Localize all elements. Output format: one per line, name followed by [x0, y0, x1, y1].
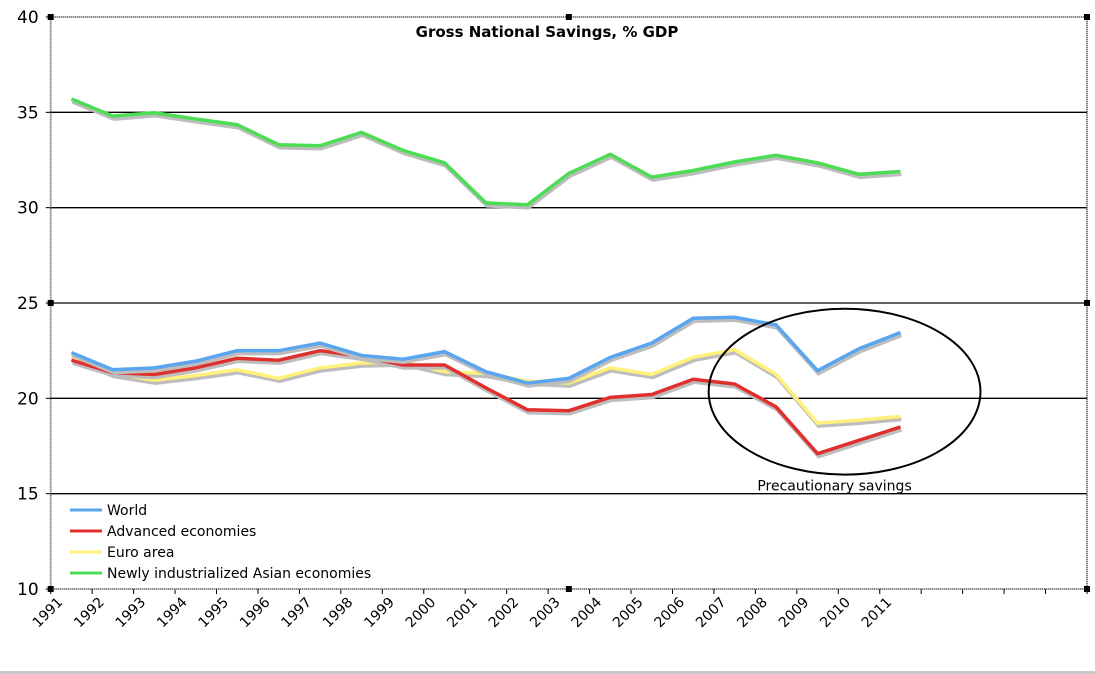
selection-handle	[1084, 300, 1090, 306]
selection-handle	[47, 586, 54, 592]
window-bottom-edge	[0, 671, 1095, 674]
selection-handle	[47, 300, 54, 306]
legend-label: Advanced economies	[107, 524, 256, 540]
selection-handle	[1084, 14, 1090, 20]
y-tick-label: 10	[17, 580, 39, 600]
series-lines	[70, 97, 903, 459]
plot-frame[interactable]	[47, 14, 1090, 592]
series-shadow	[71, 350, 902, 428]
selection-handle	[565, 586, 572, 592]
gridlines	[50, 111, 1087, 495]
y-tick-label: 35	[17, 103, 39, 123]
y-axis-ticks: 10 15 20 25 30 35 40	[17, 8, 51, 600]
selection-handle	[47, 14, 54, 20]
series-shadow	[71, 100, 902, 210]
legend-label: World	[107, 503, 147, 519]
legend: World Advanced economies Euro area Newly in…	[70, 503, 371, 582]
y-tick-label: 25	[17, 294, 39, 314]
annotation-label: Precautionary savings	[757, 479, 911, 495]
series-shadow	[71, 351, 903, 459]
y-tick-label: 30	[17, 199, 39, 219]
chart-title: Gross National Savings, % GDP	[416, 23, 679, 41]
y-tick-label: 15	[17, 485, 39, 505]
legend-label: Newly industrialized Asian economies	[107, 566, 371, 582]
selection-handle	[1084, 586, 1090, 592]
annotation: Precautionary savings	[707, 307, 982, 495]
selection-handle	[565, 14, 572, 20]
y-tick-label: 40	[17, 8, 39, 28]
annotation-ellipse	[707, 307, 982, 476]
legend-label: Euro area	[107, 545, 174, 561]
y-tick-label: 20	[17, 389, 39, 409]
